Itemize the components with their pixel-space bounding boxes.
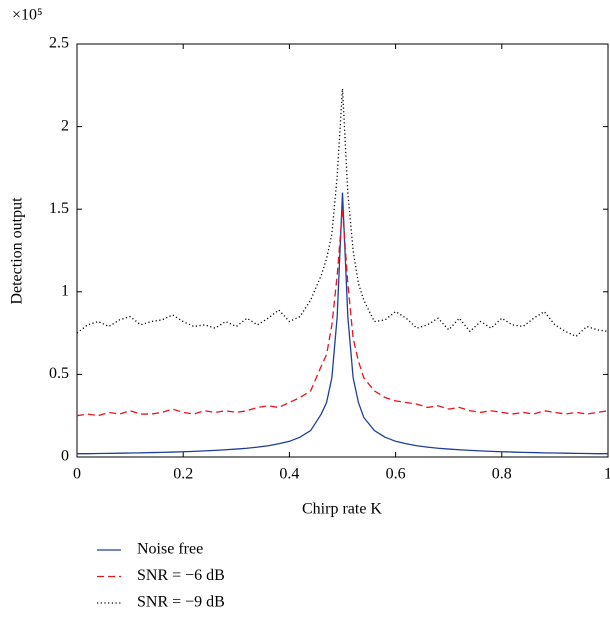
x-tick-label: 1 [604, 466, 610, 483]
x-tick-label: 0.2 [173, 466, 193, 483]
y-tick-label: 0.5 [49, 365, 69, 382]
legend-label: SNR = −6 dB [137, 567, 225, 584]
y-tick-label: 1 [61, 282, 69, 299]
y-axis-label: Detection output [9, 197, 26, 305]
x-tick-label: 0.4 [279, 466, 299, 483]
y-tick-label: 0 [61, 448, 69, 465]
x-axis-label: Chirp rate K [302, 501, 382, 518]
x-tick-label: 0 [73, 466, 81, 483]
line-series [76, 209, 609, 417]
y-tick-label: 1.5 [49, 200, 69, 217]
plot-frame [76, 43, 609, 458]
legend-label: Noise free [137, 541, 203, 558]
legend-label: SNR = −9 dB [137, 594, 225, 611]
y-multiplier: ×10⁵ [12, 7, 43, 24]
x-tick-label: 0.8 [492, 466, 512, 483]
line-series [77, 192, 608, 455]
y-tick-label: 2.5 [49, 35, 69, 52]
x-tick-label: 0.6 [386, 466, 406, 483]
y-tick-label: 2 [61, 117, 69, 134]
